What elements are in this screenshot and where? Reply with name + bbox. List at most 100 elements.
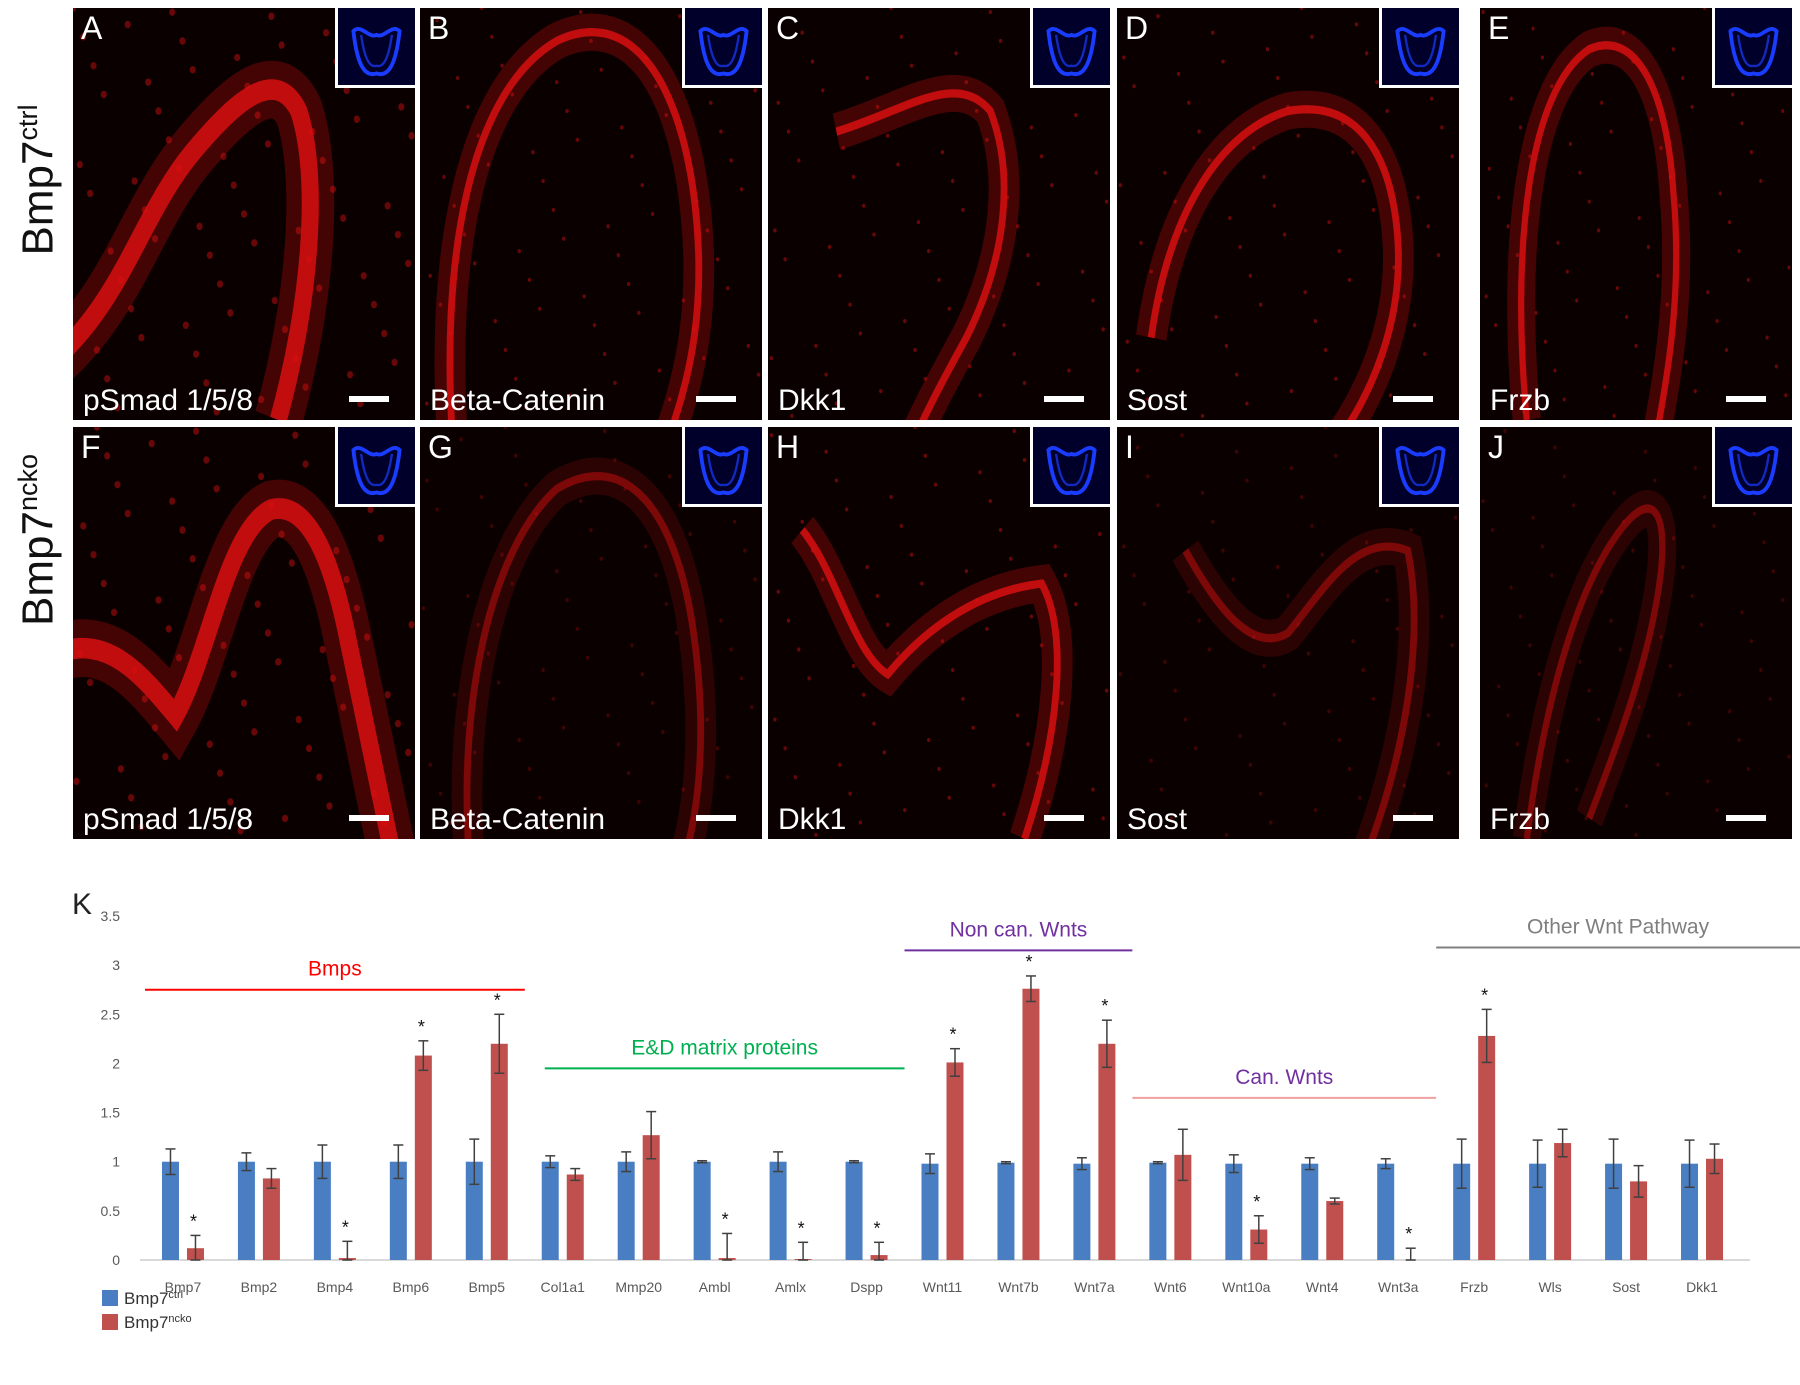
bar-ncko-bmp5 [490,1043,508,1260]
stain-label: pSmad 1/5/8 [83,384,254,417]
bar-ctrl-wnt7a [1073,1163,1091,1260]
x-tick-label: Ambl [699,1279,731,1295]
group-label: Non can. Wnts [950,918,1088,941]
tissue-image [73,8,415,420]
legend-label: Bmp7ctrl [124,1289,183,1308]
scale-bar [1044,396,1084,402]
x-tick-label: Frzb [1460,1279,1488,1295]
bar-ncko-wnt7b [1022,988,1040,1260]
x-tick-label: Dkk1 [1686,1279,1718,1295]
panel-letter: I [1125,429,1134,465]
x-tick-label: Bmp4 [317,1279,354,1295]
dapi-inset-image [682,8,762,88]
x-tick-label: Bmp5 [468,1279,505,1295]
x-tick-label: Mmp20 [615,1279,662,1295]
bar-ncko-mmp20 [642,1135,660,1260]
bar-ctrl-bmp4 [313,1161,331,1260]
significance-star: * [1253,1192,1260,1212]
group-label: Can. Wnts [1235,1066,1333,1089]
stain-label: pSmad 1/5/8 [83,803,254,836]
y-tick-label: 1 [112,1154,120,1170]
tissue-image [421,427,761,839]
bar-ctrl-bmp5 [465,1161,483,1260]
bar-ncko-dkk1 [1706,1158,1724,1260]
scale-bar [349,815,389,821]
bar-ncko-col1a1 [566,1174,584,1260]
group-label: Bmps [308,958,362,981]
bar-chart-k: K 0 0.5 1 1.5 2 2.5 3 3.5 * * * * * * * * * * * * * Bmp7 Bmp2 Bm… [72,888,1800,1332]
stain-label: Frzb [1490,803,1550,836]
dapi-inset-image [682,427,762,507]
significance-star: * [1025,952,1032,972]
panel-letter: G [428,429,453,465]
x-tick-label: Wnt11 [923,1279,963,1295]
stain-label: Frzb [1490,384,1550,417]
x-tick-label: Wnt7b [998,1279,1039,1295]
bar-ctrl-ambl [693,1161,711,1260]
x-tick-label: Bmp7 [165,1279,202,1295]
scale-bar [349,396,389,402]
stain-label: Beta-Catenin [430,384,606,417]
panel-letter: J [1488,429,1504,465]
scale-bar [696,396,736,402]
panel-letter: A [81,10,103,46]
panel-letter: H [776,429,800,465]
micrograph-panel-b: B Beta-Catenin [420,8,762,420]
dapi-inset-image [1030,8,1110,88]
group-label: E&D matrix proteins [631,1036,818,1059]
scale-bar [1044,815,1084,821]
micrograph-panel-h: H Dkk1 [768,427,1110,839]
bar-ncko-sost [1630,1181,1648,1260]
legend-swatch [102,1314,118,1330]
x-tick-label: Wnt3a [1378,1279,1419,1295]
group-label: Other Wnt Pathway [1527,915,1710,938]
bar-ctrl-bmp2 [237,1161,255,1260]
micrograph-panel-i: I Sost [1117,427,1459,839]
significance-star: * [494,990,501,1010]
bar-ctrl-col1a1 [541,1161,559,1260]
bar-ctrl-wnt4 [1301,1163,1319,1260]
y-tick-label: 0.5 [101,1203,121,1219]
micrograph-panel-j: J Frzb [1480,427,1792,839]
significance-star: * [342,1217,349,1237]
chart-panel-letter: K [72,888,92,921]
row-label-ncko: Bmp7ncko [13,454,63,626]
dapi-inset-image [1712,8,1792,88]
tissue-image [1118,8,1458,420]
x-tick-label: Wls [1538,1279,1561,1295]
significance-star: * [874,1218,881,1238]
tissue-image [1481,8,1791,420]
panel-letter: B [428,10,450,46]
panel-letter: F [81,429,101,465]
scale-bar [1726,815,1766,821]
stain-label: Dkk1 [778,384,847,417]
bar-ncko-wnt4 [1326,1201,1344,1260]
x-tick-label: Amlx [775,1279,806,1295]
tissue-image [73,427,415,839]
bar-ncko-wnt11 [946,1062,964,1260]
significance-star: * [722,1209,729,1229]
significance-star: * [418,1017,425,1037]
micrograph-panel-d: D Sost [1117,8,1459,420]
bar-ctrl-wnt6 [1149,1162,1167,1260]
bar-ctrl-amlx [769,1161,787,1260]
bar-ncko-wnt7a [1098,1043,1116,1260]
x-tick-label: Bmp6 [393,1279,430,1295]
stain-label: Sost [1127,384,1188,417]
row-label-ctrl: Bmp7ctrl [13,104,63,256]
bar-ncko-bmp2 [262,1178,280,1260]
bar-ctrl-wnt10a [1225,1163,1243,1260]
y-tick-label: 1.5 [101,1105,121,1121]
x-tick-label: Dspp [850,1279,883,1295]
scale-bar [1726,396,1766,402]
significance-star: * [190,1211,197,1231]
panel-letter: C [776,10,800,46]
bar-ctrl-wnt11 [921,1163,939,1260]
dapi-inset-image [1379,427,1459,507]
dapi-inset-image [335,8,415,88]
tissue-image [769,8,1109,420]
stain-label: Sost [1127,803,1188,836]
bar-ctrl-wnt3a [1377,1163,1395,1260]
